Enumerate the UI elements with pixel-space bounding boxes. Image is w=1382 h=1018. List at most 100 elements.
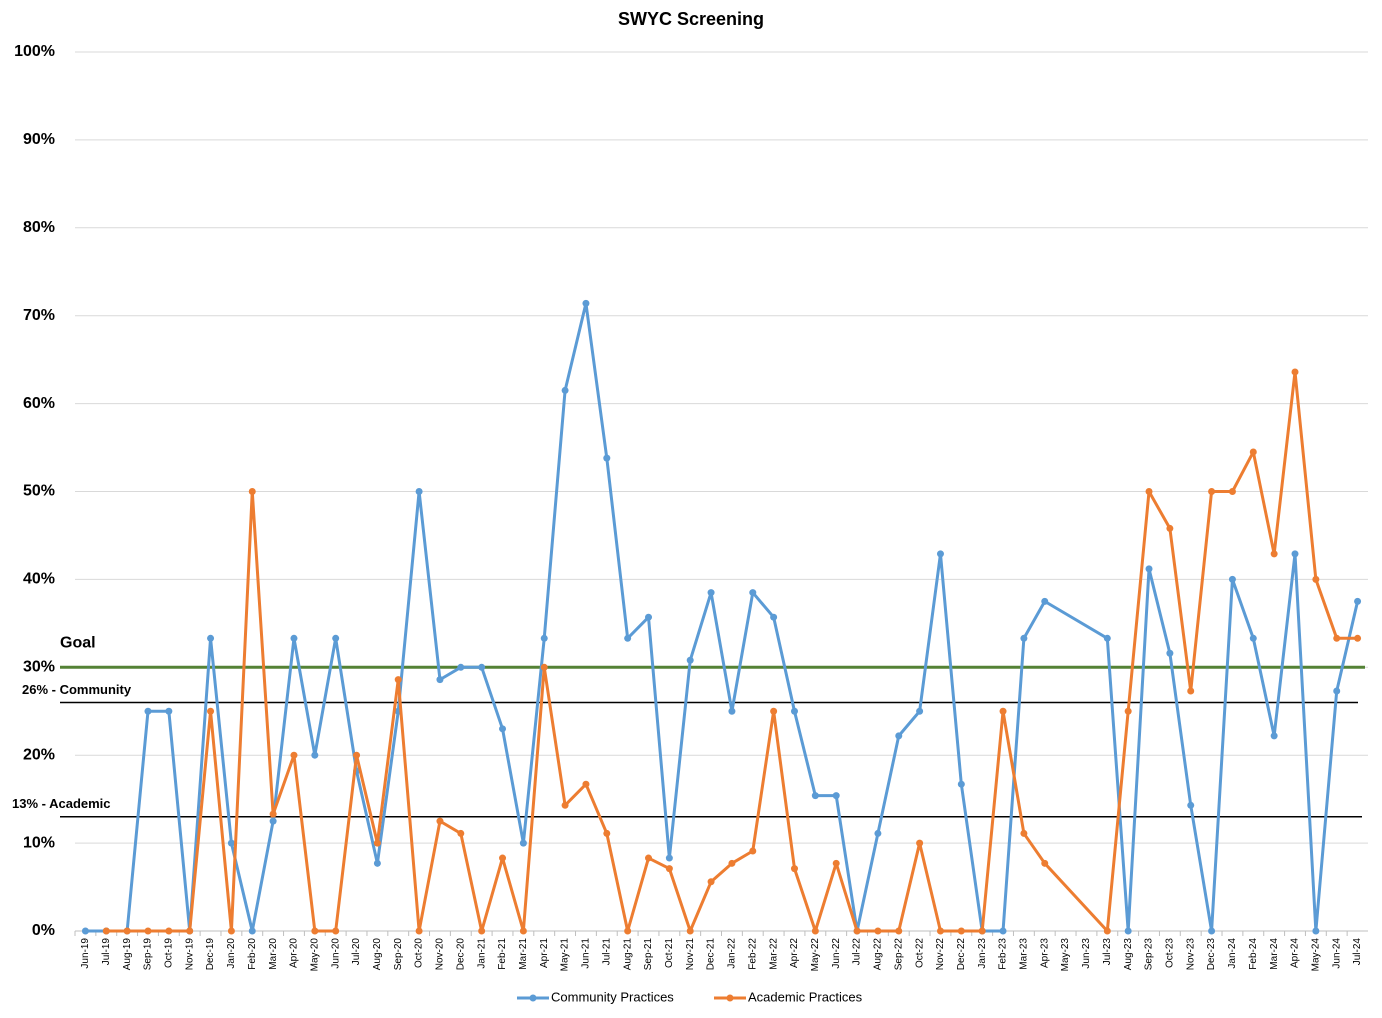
- data-point: [1208, 488, 1216, 495]
- data-point: [1208, 927, 1216, 935]
- data-point: [499, 854, 507, 862]
- data-point: [728, 859, 736, 867]
- data-point: [227, 927, 235, 935]
- legend-marker: [726, 994, 734, 1002]
- data-point: [227, 839, 235, 847]
- x-tick-label: Jan-23: [977, 938, 988, 969]
- data-point: [207, 707, 215, 715]
- data-point: [123, 927, 131, 935]
- data-point: [144, 707, 152, 715]
- data-point: [957, 927, 965, 935]
- data-point: [207, 634, 215, 642]
- data-point: [832, 792, 840, 800]
- x-tick-label: Jul-20: [351, 938, 362, 966]
- x-tick-label: Feb-21: [497, 938, 508, 970]
- x-tick-label: Jul-19: [101, 938, 112, 966]
- data-point: [1020, 829, 1028, 837]
- y-tick-label: 30%: [23, 659, 55, 676]
- x-tick-label: Aug-22: [873, 938, 884, 971]
- data-point: [290, 634, 298, 642]
- data-point: [1291, 368, 1299, 376]
- x-tick-label: Nov-23: [1185, 938, 1196, 971]
- data-point: [1145, 565, 1153, 573]
- data-point: [269, 810, 277, 818]
- data-point: [519, 839, 527, 847]
- x-tick-label: Jan-24: [1227, 938, 1238, 969]
- x-tick-label: Apr-24: [1290, 938, 1301, 968]
- data-point: [1354, 634, 1362, 642]
- x-tick-label: Mar-24: [1269, 938, 1280, 970]
- x-tick-label: Dec-21: [706, 938, 717, 971]
- data-point: [290, 751, 298, 759]
- x-tick-label: Nov-21: [685, 938, 696, 971]
- x-tick-label: Jan-22: [727, 938, 738, 969]
- legend-label: Academic Practices: [748, 989, 863, 1004]
- y-tick-label: 10%: [23, 834, 55, 851]
- x-tick-label: May-23: [1060, 938, 1071, 972]
- y-tick-label: 90%: [23, 131, 55, 148]
- x-tick-label: Dec-19: [205, 938, 216, 971]
- x-tick-label: Jul-22: [852, 938, 863, 966]
- x-tick-label: Oct-19: [163, 938, 174, 968]
- data-point: [770, 707, 778, 715]
- x-tick-label: Oct-21: [664, 938, 675, 968]
- x-tick-label: Nov-20: [435, 938, 446, 971]
- data-point: [478, 927, 486, 935]
- data-point: [665, 854, 673, 862]
- data-point: [999, 707, 1007, 715]
- data-point: [686, 927, 694, 935]
- x-tick-label: Apr-21: [539, 938, 550, 968]
- data-point: [1041, 859, 1049, 867]
- x-tick-label: Aug-20: [372, 938, 383, 971]
- data-point: [499, 725, 507, 733]
- data-point: [1291, 550, 1299, 558]
- x-tick-label: Jun-20: [330, 938, 341, 969]
- chart-title: SWYC Screening: [618, 9, 764, 29]
- data-point: [1166, 524, 1174, 532]
- data-point: [1249, 634, 1257, 642]
- x-tick-label: Apr-22: [789, 938, 800, 968]
- x-tick-label: Nov-22: [935, 938, 946, 971]
- data-point: [582, 299, 590, 307]
- data-point: [1333, 634, 1341, 642]
- y-tick-label: 70%: [23, 307, 55, 324]
- reference-label: 13% - Academic: [12, 796, 111, 811]
- data-point: [624, 634, 632, 642]
- data-point: [102, 927, 110, 935]
- x-tick-label: Dec-22: [956, 938, 967, 971]
- x-tick-label: Sep-21: [643, 938, 654, 971]
- data-point: [936, 927, 944, 935]
- data-point: [436, 676, 444, 684]
- data-point: [186, 927, 194, 935]
- x-tick-label: Mar-21: [518, 938, 529, 970]
- data-point: [1312, 575, 1320, 583]
- data-point: [1166, 649, 1174, 657]
- data-point: [749, 847, 757, 855]
- x-tick-label: Oct-20: [414, 938, 425, 968]
- data-point: [415, 927, 423, 935]
- data-point: [311, 927, 319, 935]
- data-point: [373, 859, 381, 867]
- x-tick-label: Jan-20: [226, 938, 237, 969]
- data-point: [916, 707, 924, 715]
- data-point: [1124, 707, 1132, 715]
- data-point: [916, 839, 924, 847]
- data-point: [1270, 550, 1278, 558]
- x-tick-label: Aug-23: [1123, 938, 1134, 971]
- data-point: [1041, 597, 1049, 605]
- x-tick-label: May-21: [560, 938, 571, 972]
- x-tick-label: Dec-20: [455, 938, 466, 971]
- data-point: [1228, 488, 1236, 495]
- data-point: [1103, 634, 1111, 642]
- data-point: [749, 589, 757, 597]
- data-point: [519, 927, 527, 935]
- data-point: [165, 707, 173, 715]
- data-point: [895, 732, 903, 740]
- y-tick-label: 60%: [23, 395, 55, 412]
- data-point: [81, 927, 89, 935]
- series-line: [85, 301, 1360, 933]
- data-point: [1187, 687, 1195, 695]
- data-point: [1020, 634, 1028, 642]
- x-tick-label: Jun-24: [1331, 938, 1342, 969]
- x-tick-label: May-24: [1311, 938, 1322, 972]
